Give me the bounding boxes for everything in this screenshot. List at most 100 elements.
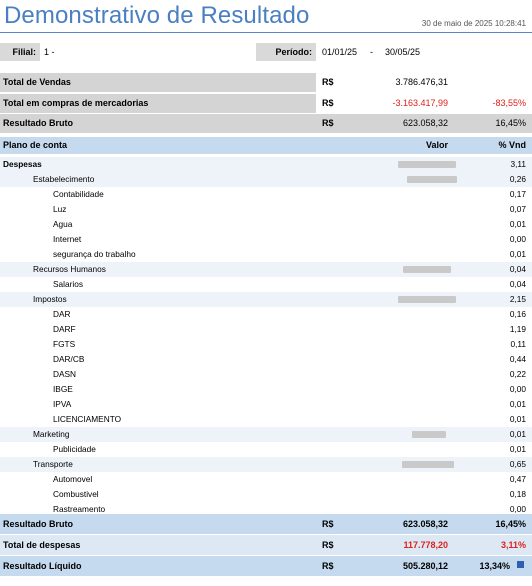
row-label: DAR/CB — [53, 354, 85, 364]
total-row-resultado-bruto: Resultado Bruto R$ 623.058,32 16,45% — [0, 514, 532, 534]
row-pct: 0,01 — [509, 444, 526, 454]
row-label: Impostos — [33, 294, 67, 304]
periodo-label: Período: — [256, 43, 316, 61]
table-row: Combustivel 0,18 — [0, 487, 532, 502]
total-value: 623.058,32 — [402, 519, 448, 529]
row-label: IPVA — [53, 399, 72, 409]
table-row: Publicidade 0,01 — [0, 442, 532, 457]
summary-label: Total em compras de mercadorias — [0, 94, 316, 113]
row-pct: 0,04 — [509, 264, 526, 274]
summary-value: -3.163.417,99 — [392, 98, 448, 108]
filial-value: 1 - — [44, 47, 55, 57]
table-row: Despesas 3,11 — [0, 157, 532, 172]
summary-pct: 16,45% — [495, 118, 526, 128]
total-currency: R$ — [322, 519, 334, 529]
table-row: DASN 0,22 — [0, 367, 532, 382]
row-label: Combustivel — [53, 489, 99, 499]
table-row: LICENCIAMENTO 0,01 — [0, 412, 532, 427]
total-value: 505.280,12 — [402, 561, 448, 571]
square-icon — [517, 561, 524, 568]
row-pct: 0,07 — [509, 204, 526, 214]
table-row: IBGE 0,00 — [0, 382, 532, 397]
row-pct: 0,01 — [509, 414, 526, 424]
col-account-header: Plano de conta — [3, 140, 68, 150]
row-pct: 0,11 — [510, 339, 526, 349]
row-label: Agua — [53, 219, 73, 229]
table-row: FGTS 0,11 — [0, 337, 532, 352]
row-pct: 2,15 — [509, 294, 526, 304]
summary-currency: R$ — [322, 118, 334, 128]
total-label: Total de despesas — [3, 540, 81, 550]
table-row: Rastreamento 0,00 — [0, 502, 532, 517]
table-row: Recursos Humanos 0,04 — [0, 262, 532, 277]
total-pct: 13,34% — [479, 561, 510, 571]
total-value: 117.778,20 — [403, 540, 448, 550]
row-label: Despesas — [3, 159, 42, 169]
table-row: DAR 0,16 — [0, 307, 532, 322]
redacted-value — [412, 431, 446, 438]
report-title: Demonstrativo de Resultado — [4, 2, 310, 29]
row-pct: 0,26 — [509, 174, 526, 184]
table-row: DAR/CB 0,44 — [0, 352, 532, 367]
filter-row: Filial: 1 - Período: 01/01/25 - 30/05/25 — [0, 41, 532, 63]
redacted-value — [398, 296, 456, 303]
row-pct: 0,04 — [509, 279, 526, 289]
row-pct: 0,00 — [509, 234, 526, 244]
summary-row-resultado-bruto: Resultado Bruto R$ 623.058,32 16,45% — [0, 114, 532, 133]
row-label: LICENCIAMENTO — [53, 414, 122, 424]
row-pct: 0,44 — [509, 354, 526, 364]
row-label: Luz — [53, 204, 67, 214]
table-row: IPVA 0,01 — [0, 397, 532, 412]
table-row: Contabilidade 0,17 — [0, 187, 532, 202]
summary-shading — [316, 114, 532, 133]
table-row: Salarios 0,04 — [0, 277, 532, 292]
filial-label: Filial: — [0, 43, 40, 61]
table-header: Plano de conta Valor % Vnd — [0, 137, 532, 154]
total-row-despesas: Total de despesas R$ 117.778,20 3,11% — [0, 535, 532, 555]
row-label: FGTS — [53, 339, 76, 349]
row-label: Transporte — [33, 459, 73, 469]
row-pct: 1,19 — [509, 324, 526, 334]
periodo-separator: - — [370, 47, 373, 57]
total-currency: R$ — [322, 561, 334, 571]
summary-currency: R$ — [322, 77, 334, 87]
row-label: Automovel — [53, 474, 93, 484]
col-value-header: Valor — [425, 140, 448, 150]
row-pct: 3,11 — [510, 159, 526, 169]
report-timestamp: 30 de maio de 2025 10:28:41 — [421, 19, 526, 28]
row-pct: 0,01 — [509, 249, 526, 259]
row-pct: 0,16 — [509, 309, 526, 319]
periodo-start: 01/01/25 — [322, 47, 358, 57]
row-label: Salarios — [53, 279, 83, 289]
row-label: DASN — [53, 369, 77, 379]
row-pct: 0,47 — [509, 474, 526, 484]
row-pct: 0,18 — [509, 489, 526, 499]
total-row-resultado-liquido: Resultado Líquido R$ 505.280,12 13,34% — [0, 556, 532, 576]
row-pct: 0,17 — [509, 189, 526, 199]
row-label: Estabelecimento — [33, 174, 95, 184]
total-label: Resultado Bruto — [3, 519, 74, 529]
summary-label: Total de Vendas — [0, 73, 316, 92]
redacted-value — [403, 266, 451, 273]
summary-row-vendas: Total de Vendas R$ 3.786.476,31 — [0, 73, 532, 92]
summary-label: Resultado Bruto — [0, 114, 316, 133]
table-row: Agua 0,01 — [0, 217, 532, 232]
periodo-end: 30/05/25 — [385, 47, 421, 57]
total-currency: R$ — [322, 540, 334, 550]
row-label: IBGE — [53, 384, 73, 394]
row-pct: 0,01 — [509, 429, 526, 439]
row-pct: 0,00 — [509, 504, 526, 514]
summary-row-compras: Total em compras de mercadorias R$ -3.16… — [0, 94, 532, 113]
row-label: Marketing — [33, 429, 70, 439]
redacted-value — [402, 461, 454, 468]
redacted-value — [398, 161, 456, 168]
row-label: Recursos Humanos — [33, 264, 106, 274]
row-label: segurança do trabalho — [53, 249, 136, 259]
col-pct-header: % Vnd — [498, 140, 526, 150]
total-pct: 3,11% — [500, 540, 526, 550]
row-pct: 0,00 — [509, 384, 526, 394]
table-row: Luz 0,07 — [0, 202, 532, 217]
row-label: Contabilidade — [53, 189, 104, 199]
redacted-value — [407, 176, 457, 183]
table-row: Estabelecimento 0,26 — [0, 172, 532, 187]
